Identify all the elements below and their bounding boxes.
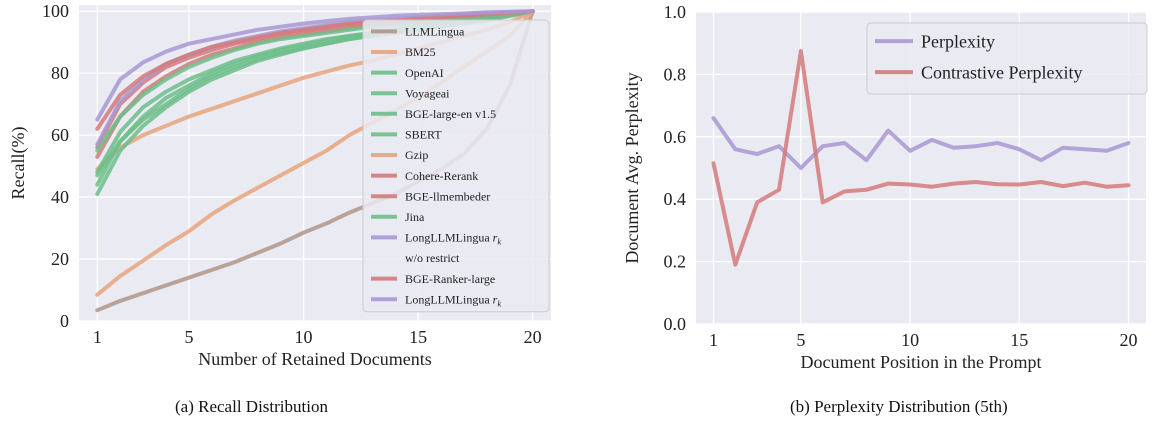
x-tick-label: 10 bbox=[901, 330, 919, 350]
legend-label: BGE-Ranker-large bbox=[405, 272, 495, 286]
legend: LLMLingua BM25 OpenAI Voyageai BGE-large-en … bbox=[362, 19, 550, 313]
series-line-9 bbox=[95, 9, 535, 153]
x-tick-label: 15 bbox=[1010, 330, 1028, 350]
legend-label: Cohere-Rerank bbox=[405, 169, 478, 183]
caption-b: (b) Perplexity Distribution (5th) bbox=[790, 397, 1008, 416]
legend-label: LLMLingua bbox=[405, 25, 465, 39]
x-tick-label: 20 bbox=[1120, 330, 1138, 350]
legend-label: OpenAI bbox=[405, 66, 444, 80]
y-tick-label: 0.4 bbox=[664, 189, 687, 209]
legend-label: SBERT bbox=[405, 128, 442, 142]
y-tick-label: 80 bbox=[51, 63, 69, 83]
legend-label-continued: w/o restrict bbox=[405, 251, 460, 265]
x-tick-label: 1 bbox=[709, 330, 718, 350]
legend-label: Perplexity bbox=[921, 31, 995, 51]
x-tick-label: 10 bbox=[295, 327, 313, 347]
x-tick-label: 20 bbox=[524, 327, 542, 347]
y-tick-label: 20 bbox=[51, 249, 69, 269]
legend-label: Gzip bbox=[405, 148, 428, 162]
legend: Perplexity Contrastive Perplexity bbox=[866, 22, 1148, 95]
y-tick-label: 0 bbox=[60, 311, 69, 331]
y-tick-label: 0.6 bbox=[664, 127, 687, 147]
y-tick-label: 60 bbox=[51, 125, 69, 145]
x-tick-label: 1 bbox=[93, 327, 102, 347]
legend-label: LongLLMLingua rk bbox=[405, 292, 501, 308]
y-axis-label: Recall(%) bbox=[8, 127, 29, 200]
series-line-12 bbox=[95, 9, 535, 122]
legend-label: Voyageai bbox=[405, 86, 450, 100]
series-line-0 bbox=[711, 116, 1131, 170]
x-tick-label: 5 bbox=[184, 327, 193, 347]
x-tick-label: 5 bbox=[796, 330, 805, 350]
legend-box bbox=[866, 22, 1148, 95]
y-tick-label: 40 bbox=[51, 187, 69, 207]
x-tick-label: 15 bbox=[409, 327, 427, 347]
legend-label: BGE-llmembeder bbox=[405, 189, 490, 203]
legend-label: BGE-large-en v1.5 bbox=[405, 107, 496, 121]
y-tick-label: 0.0 bbox=[664, 314, 687, 334]
series-line-1 bbox=[711, 49, 1131, 267]
caption-a: (a) Recall Distribution bbox=[175, 397, 328, 416]
legend-label: LongLLMLingua rk bbox=[405, 231, 501, 247]
y-tick-label: 1.0 bbox=[664, 2, 687, 22]
series-line-11 bbox=[95, 9, 535, 131]
x-axis-label: Document Position in the Prompt bbox=[801, 352, 1042, 372]
legend-label: BM25 bbox=[405, 45, 436, 59]
y-tick-label: 0.2 bbox=[664, 252, 687, 272]
legend-label: Jina bbox=[405, 210, 425, 224]
y-tick-label: 0.8 bbox=[664, 64, 687, 84]
y-axis-label: Document Avg. Perplexity bbox=[622, 72, 642, 263]
y-tick-label: 100 bbox=[42, 1, 69, 21]
legend-label: Contrastive Perplexity bbox=[921, 62, 1082, 82]
legend-box bbox=[362, 19, 550, 313]
x-axis-label: Number of Retained Documents bbox=[198, 349, 431, 369]
